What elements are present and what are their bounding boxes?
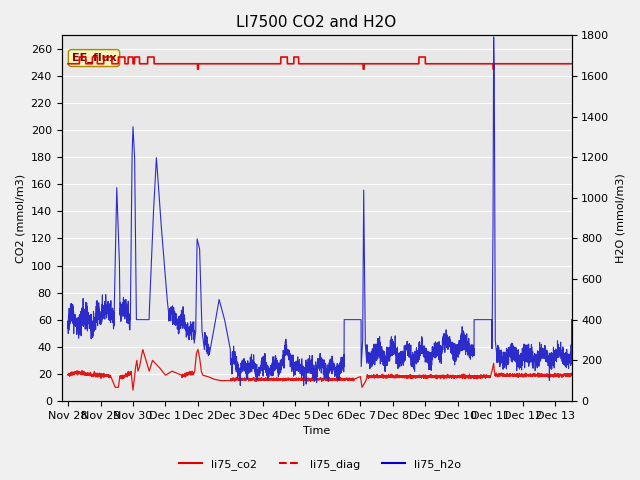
Y-axis label: CO2 (mmol/m3): CO2 (mmol/m3): [15, 174, 25, 263]
Title: LI7500 CO2 and H2O: LI7500 CO2 and H2O: [236, 15, 397, 30]
Legend: li75_co2, li75_diag, li75_h2o: li75_co2, li75_diag, li75_h2o: [175, 454, 465, 474]
Y-axis label: H2O (mmol/m3): H2O (mmol/m3): [615, 173, 625, 263]
X-axis label: Time: Time: [303, 426, 330, 436]
Text: EE_flux: EE_flux: [72, 53, 116, 63]
